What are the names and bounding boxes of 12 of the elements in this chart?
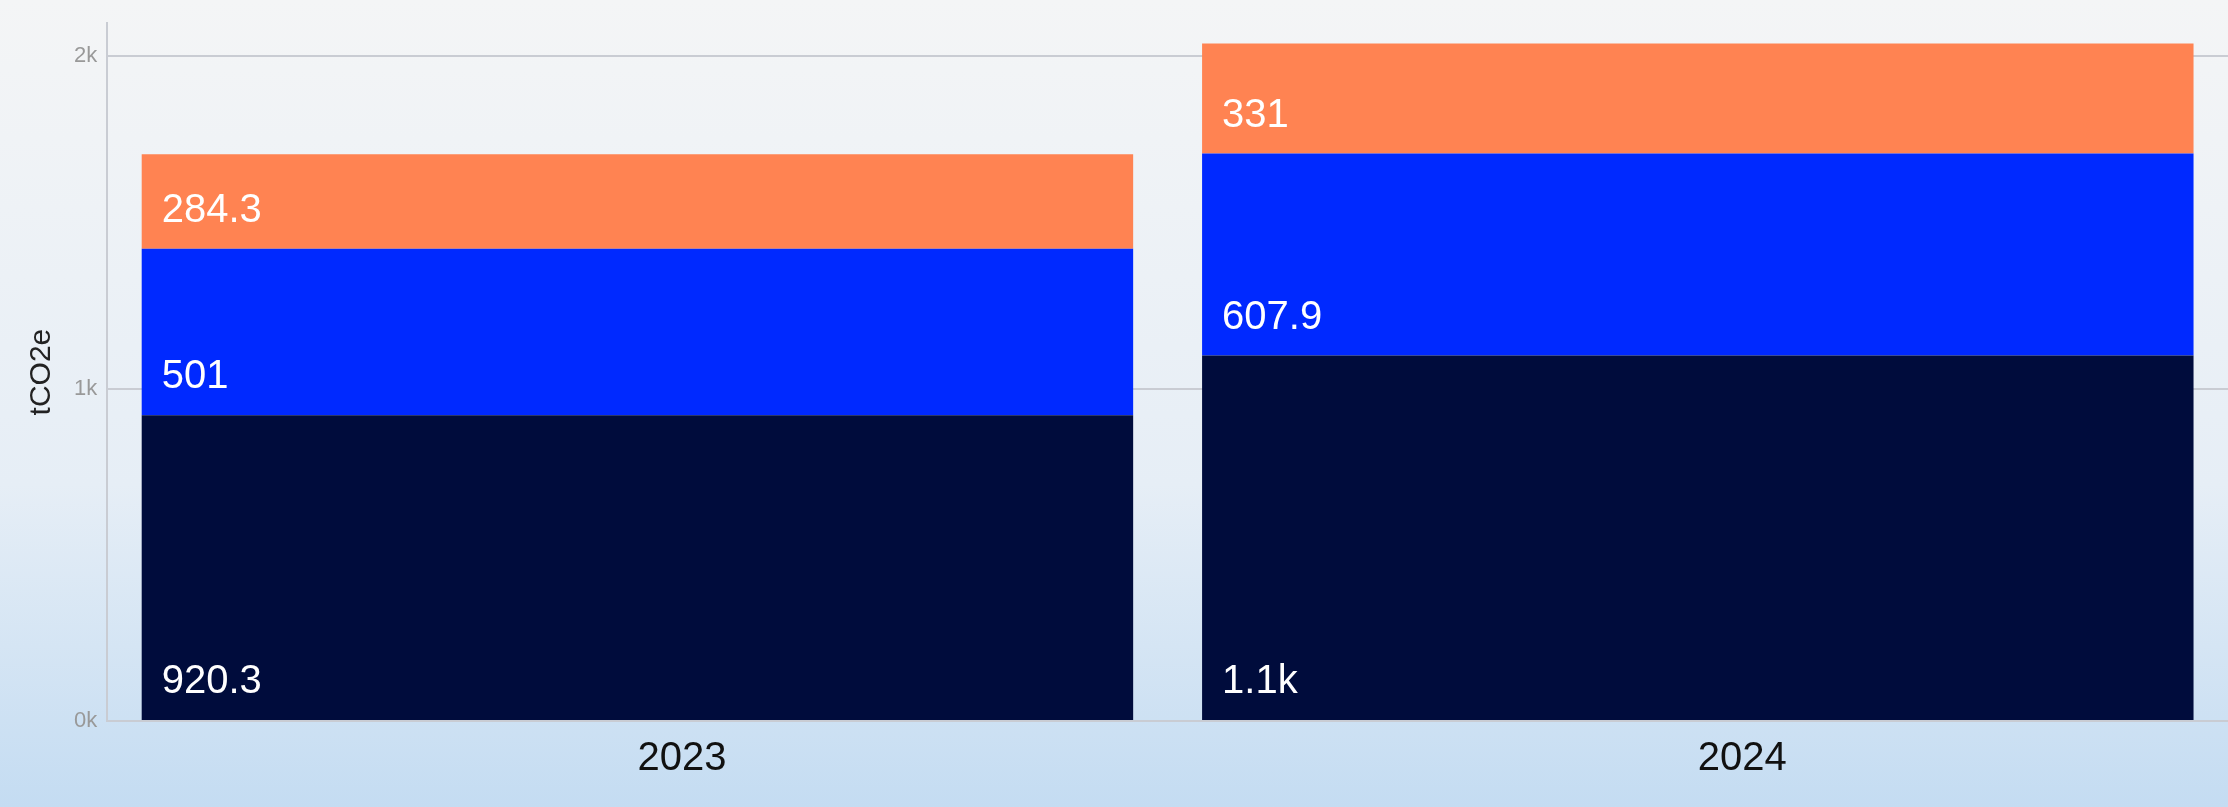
data-label: 284.3 xyxy=(161,185,262,230)
x-tick-label: 2023 xyxy=(637,734,727,779)
data-label: 331 xyxy=(1222,90,1289,135)
y-axis-title: tCO2e xyxy=(23,328,57,416)
data-label: 607.9 xyxy=(1222,292,1323,337)
y-tick-label: 0k xyxy=(73,707,99,733)
data-label: 501 xyxy=(161,352,229,397)
y-tick-label: 2k xyxy=(73,42,99,68)
x-tick-label: 2024 xyxy=(1697,734,1787,779)
data-label: 1.1k xyxy=(1222,657,1299,702)
y-tick-label: 1k xyxy=(73,374,99,400)
data-label: 920.3 xyxy=(161,657,262,702)
